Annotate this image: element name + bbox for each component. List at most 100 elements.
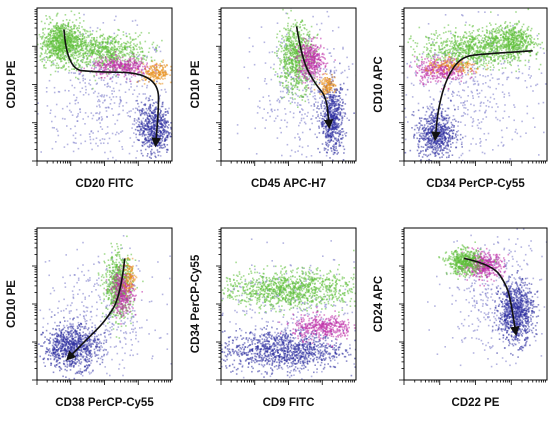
event-dot	[156, 63, 158, 65]
event-dot	[299, 65, 301, 67]
event-dot	[96, 106, 98, 108]
event-dot	[154, 48, 156, 50]
event-dot	[163, 125, 165, 127]
event-dot	[337, 132, 339, 134]
event-dot	[304, 94, 306, 96]
event-dot	[61, 32, 63, 34]
event-dot	[293, 85, 295, 87]
event-dot	[137, 121, 139, 123]
event-dot	[89, 31, 91, 33]
event-dot	[319, 97, 321, 99]
event-dot	[128, 115, 130, 117]
event-dot	[287, 144, 289, 146]
event-dot	[153, 122, 155, 124]
event-dot	[290, 55, 292, 57]
event-dot	[110, 42, 112, 44]
event-dot	[173, 130, 175, 132]
event-dot	[304, 113, 306, 115]
event-dot	[58, 55, 60, 57]
event-dot	[29, 28, 31, 30]
event-dot	[341, 138, 343, 140]
event-dot	[319, 120, 321, 122]
event-dot	[75, 77, 77, 79]
event-dot	[51, 121, 53, 123]
event-dot	[90, 46, 92, 48]
event-dot	[136, 54, 138, 56]
event-dot	[326, 125, 328, 127]
event-dot	[103, 22, 105, 24]
event-dot	[159, 128, 161, 130]
event-dot	[120, 52, 122, 54]
event-dot	[302, 21, 304, 23]
event-dot	[106, 86, 108, 88]
event-dot	[75, 25, 77, 27]
event-dot	[106, 110, 108, 112]
event-dot	[292, 52, 294, 54]
event-dot	[33, 36, 35, 38]
event-dot	[134, 70, 136, 72]
event-dot	[114, 46, 116, 48]
event-dot	[302, 147, 304, 149]
event-dot	[42, 28, 44, 30]
event-dot	[295, 78, 297, 80]
event-dot	[131, 55, 133, 57]
event-dot	[35, 118, 37, 120]
event-dot	[138, 139, 140, 141]
event-dot	[305, 43, 307, 45]
event-dot	[161, 140, 163, 142]
event-dot	[281, 51, 283, 53]
event-dot	[87, 44, 89, 46]
event-dot	[118, 133, 120, 135]
event-dot	[330, 71, 332, 73]
event-dot	[27, 63, 29, 65]
event-dot	[334, 124, 336, 126]
event-dot	[315, 101, 317, 103]
event-dot	[300, 79, 302, 81]
event-dot	[92, 132, 94, 134]
event-dot	[279, 31, 281, 33]
event-dot	[71, 68, 73, 70]
event-dot	[138, 124, 140, 126]
event-dot	[60, 41, 62, 43]
event-dot	[56, 67, 58, 69]
event-dot	[273, 68, 275, 70]
event-dot	[343, 108, 345, 110]
event-dot	[40, 43, 42, 45]
event-dot	[102, 73, 104, 75]
event-dot	[126, 66, 128, 68]
event-dot	[332, 111, 334, 113]
event-dot	[77, 102, 79, 104]
event-dot	[330, 147, 332, 149]
event-dot	[123, 34, 125, 36]
event-dot	[124, 76, 126, 78]
event-dot	[132, 108, 134, 110]
event-dot	[85, 48, 87, 50]
event-dot	[316, 107, 318, 109]
event-dot	[152, 166, 154, 168]
event-dot	[50, 22, 52, 24]
event-dot	[159, 137, 161, 139]
event-dot	[314, 105, 316, 107]
event-dot	[83, 14, 85, 16]
event-dot	[114, 102, 116, 104]
event-dot	[85, 112, 87, 114]
event-dot	[312, 96, 314, 98]
event-dot	[287, 25, 289, 27]
event-dot	[333, 140, 335, 142]
event-dot	[68, 66, 70, 68]
event-dot	[111, 46, 113, 48]
event-dot	[155, 70, 157, 72]
event-dot	[149, 128, 151, 130]
event-dot	[112, 64, 114, 66]
event-dot	[307, 34, 309, 36]
event-dot	[288, 86, 290, 88]
event-dot	[97, 27, 99, 29]
event-dot	[150, 95, 152, 97]
event-dot	[278, 57, 280, 59]
event-dot	[325, 128, 327, 130]
event-dot	[325, 71, 327, 73]
event-dot	[154, 111, 156, 113]
event-dot	[118, 57, 120, 59]
event-dot	[78, 45, 80, 47]
event-dot	[86, 46, 88, 48]
